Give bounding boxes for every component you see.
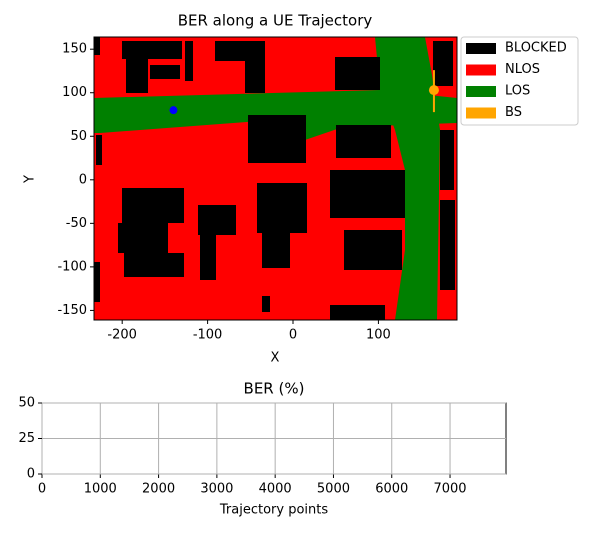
y-tick-label: 25	[18, 431, 35, 446]
y-tick-label: -150	[57, 303, 87, 318]
x-tick-label: 100	[366, 328, 391, 343]
legend	[460, 36, 579, 126]
x-tick-label: 7000	[433, 482, 466, 497]
legend-label: LOS	[505, 84, 530, 99]
marker	[169, 106, 178, 115]
y-tick-label: 0	[79, 172, 87, 187]
y-tick-label: 0	[27, 467, 35, 482]
legend-swatch	[466, 107, 496, 119]
x-tick-label: -200	[107, 328, 137, 343]
y-tick-label: 50	[18, 396, 35, 411]
x-tick-label: 6000	[375, 482, 408, 497]
y-tick-label: -100	[57, 259, 87, 274]
x-tick-label: 5000	[317, 482, 350, 497]
x-tick-label: 4000	[259, 482, 292, 497]
legend-label: BLOCKED	[505, 41, 567, 56]
marker	[428, 85, 439, 96]
legend-swatch	[466, 64, 496, 76]
y-axis-label: Y	[23, 175, 38, 184]
legend-swatch	[466, 86, 496, 97]
x-axis-label: X	[271, 351, 280, 366]
chart-title: BER (%)	[244, 380, 305, 398]
legend-label: BS	[505, 105, 522, 120]
coverage-map	[94, 37, 457, 320]
x-tick-label: 0	[289, 328, 297, 343]
x-tick-label: 2000	[142, 482, 175, 497]
y-tick-label: -50	[66, 216, 87, 231]
x-tick-label: 1000	[84, 482, 117, 497]
x-tick-label: 0	[38, 482, 46, 497]
legend-label: NLOS	[505, 62, 540, 77]
x-tick-label: -100	[193, 328, 223, 343]
plot-frame	[93, 36, 458, 321]
chart-title: BER along a UE Trajectory	[178, 12, 373, 30]
legend-swatch	[466, 43, 496, 54]
y-tick-label: 150	[62, 42, 87, 57]
x-axis-label: Trajectory points	[219, 503, 328, 518]
y-tick-label: 50	[70, 129, 87, 144]
x-tick-label: 3000	[200, 482, 233, 497]
y-tick-label: 100	[62, 85, 87, 100]
